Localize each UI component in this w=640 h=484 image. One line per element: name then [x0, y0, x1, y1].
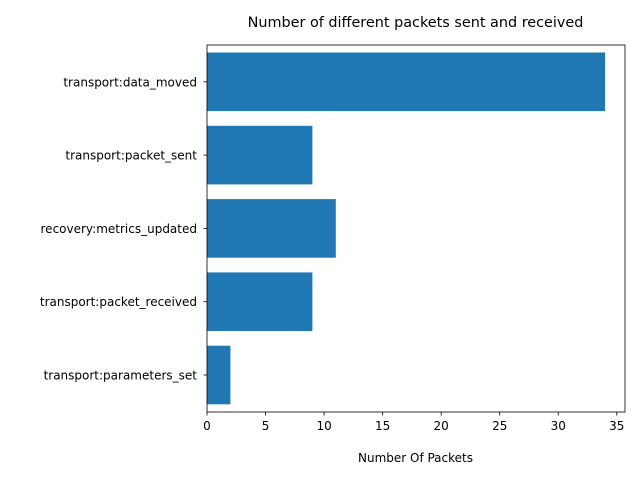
x-tick-label: 25	[492, 419, 507, 433]
chart-title: Number of different packets sent and rec…	[248, 15, 584, 31]
bar-transport-packet-sent	[207, 125, 313, 185]
bar-transport-packet-received	[207, 272, 313, 331]
axes-frame	[206, 44, 626, 413]
y-tick-label: transport:parameters_set	[44, 369, 198, 383]
y-tick-label: transport:data_moved	[63, 75, 197, 89]
bar-recovery-metrics-updated	[207, 199, 336, 258]
bar-transport-parameters-set	[207, 345, 231, 405]
x-axis-label: Number Of Packets	[358, 451, 473, 465]
y-tick-label: recovery:metrics_updated	[41, 222, 197, 236]
bar-transport-data-moved	[207, 52, 606, 112]
x-tick-label: 15	[375, 419, 390, 433]
x-tick-label: 30	[551, 419, 566, 433]
x-tick-label: 5	[262, 419, 270, 433]
x-tick-label: 20	[434, 419, 449, 433]
bars-group	[207, 52, 606, 405]
y-tick-label: transport:packet_received	[40, 295, 197, 309]
y-tick-label: transport:packet_sent	[65, 149, 197, 163]
axes-group: transport:parameters_set transport:packet…	[40, 44, 626, 433]
x-tick-label: 10	[316, 419, 331, 433]
x-tick-label: 0	[203, 419, 211, 433]
x-tick-label: 35	[609, 419, 624, 433]
